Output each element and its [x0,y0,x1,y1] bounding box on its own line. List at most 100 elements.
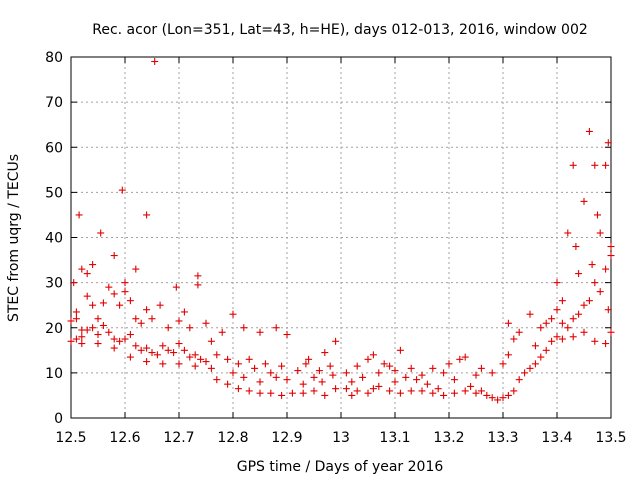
x-tick-label: 13.2 [433,430,464,446]
data-point [558,319,566,327]
data-point [494,396,502,404]
data-point [194,272,202,280]
y-tick-label: 70 [45,95,63,111]
data-point [542,319,550,327]
data-point [302,360,310,368]
data-point [504,391,512,399]
data-point [126,331,134,339]
data-point [386,362,394,370]
data-point [456,355,464,363]
data-point [488,369,496,377]
data-point [143,358,151,366]
data-point [72,308,80,316]
data-point [353,362,361,370]
data-point [175,317,183,325]
data-point [472,389,480,397]
data-point [261,360,269,368]
data-point [159,342,167,350]
data-point [499,360,507,368]
x-tick-label: 12.6 [109,430,140,446]
data-point [588,261,596,269]
data-point [440,391,448,399]
data-point [153,351,161,359]
data-point [172,283,180,291]
data-point [364,355,372,363]
data-point [283,331,291,339]
y-axis-label: STEC from uqrg / TECUs [6,154,22,322]
data-point [78,340,86,348]
data-point [186,353,194,361]
data-point [604,139,612,147]
y-tick-label: 80 [45,50,63,66]
data-point [143,306,151,314]
data-point [348,391,356,399]
data-point [359,373,367,381]
data-point [558,297,566,305]
data-point [548,315,556,323]
data-point [315,367,323,375]
data-point [116,337,124,345]
y-tick-label: 50 [45,185,63,201]
data-point [477,387,485,395]
data-point [83,270,91,278]
data-point [396,346,404,354]
data-point [440,369,448,377]
data-point [548,337,556,345]
data-point [526,364,534,372]
data-point [391,367,399,375]
data-point [310,387,318,395]
data-point [229,369,237,377]
data-point [531,342,539,350]
data-point [596,288,604,296]
x-tick-label: 13.5 [595,430,626,446]
chart-title: Rec. acor (Lon=351, Lat=43, h=HE), days … [92,22,588,38]
data-point [207,337,215,345]
data-point [288,389,296,397]
data-point [510,335,518,343]
data-point [110,344,118,352]
data-point [369,351,377,359]
data-point [175,360,183,368]
data-point [278,362,286,370]
data-point [531,360,539,368]
data-point [504,351,512,359]
data-point [224,355,232,363]
data-points [67,58,615,404]
data-point [591,161,599,169]
data-point [564,229,572,237]
data-point [283,376,291,384]
data-point [607,328,615,336]
data-point [521,369,529,377]
y-tick-label: 0 [54,411,63,427]
data-point [510,387,518,395]
data-point [99,299,107,307]
data-point [143,344,151,352]
data-point [294,367,302,375]
data-point [569,315,577,323]
data-point [594,211,601,219]
data-point [553,279,561,287]
y-tick-label: 40 [45,231,63,247]
data-point [483,391,491,399]
data-point [234,385,242,393]
y-tick-label: 60 [45,140,63,156]
data-point [164,346,172,354]
data-point [245,387,253,395]
data-point [126,353,134,361]
data-point [553,306,561,314]
x-tick-label: 13 [332,430,350,446]
data-point [180,346,188,354]
data-point [94,331,102,339]
data-point [118,186,126,194]
data-point [580,301,588,309]
data-point [78,333,86,341]
data-point [191,362,199,370]
data-point [83,292,91,300]
data-point [245,355,253,363]
data-point [105,283,113,291]
y-tick-label: 10 [45,366,63,382]
data-point [170,349,178,357]
data-point [121,288,129,296]
data-point [499,394,507,402]
